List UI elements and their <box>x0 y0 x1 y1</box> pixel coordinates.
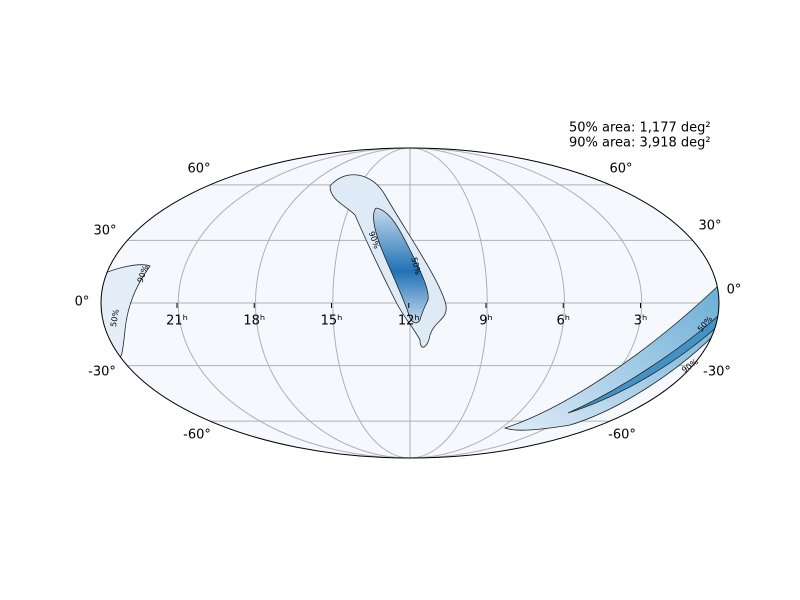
lat-label: 30° <box>93 224 116 239</box>
lon-label: 18ʰ <box>243 314 265 329</box>
lon-label: 9ʰ <box>479 314 493 329</box>
contour-50 <box>373 207 429 324</box>
probability-contours <box>101 174 719 431</box>
area-annotation: 90% area: 3,918 deg² <box>569 136 711 151</box>
lat-label: -30° <box>88 365 116 380</box>
lat-label: 60° <box>187 162 210 177</box>
lon-label: 12ʰ <box>398 314 420 329</box>
lon-label: 15ʰ <box>321 314 343 329</box>
lon-label: 3ʰ <box>634 314 648 329</box>
contour-label: 50% <box>109 308 121 327</box>
contour-50 <box>567 314 719 414</box>
lon-label: 21ʰ <box>166 314 188 329</box>
lat-label: -30° <box>703 365 731 380</box>
lat-label: 30° <box>698 219 721 234</box>
lat-label: -60° <box>608 428 636 443</box>
lat-label: 0° <box>727 283 742 298</box>
lat-label: 0° <box>75 295 90 310</box>
lon-label: 6ʰ <box>556 314 570 329</box>
area-annotation: 50% area: 1,177 deg² <box>569 121 711 136</box>
sky-outline <box>100 147 720 459</box>
lat-label: 60° <box>609 162 632 177</box>
lat-label: -60° <box>183 428 211 443</box>
